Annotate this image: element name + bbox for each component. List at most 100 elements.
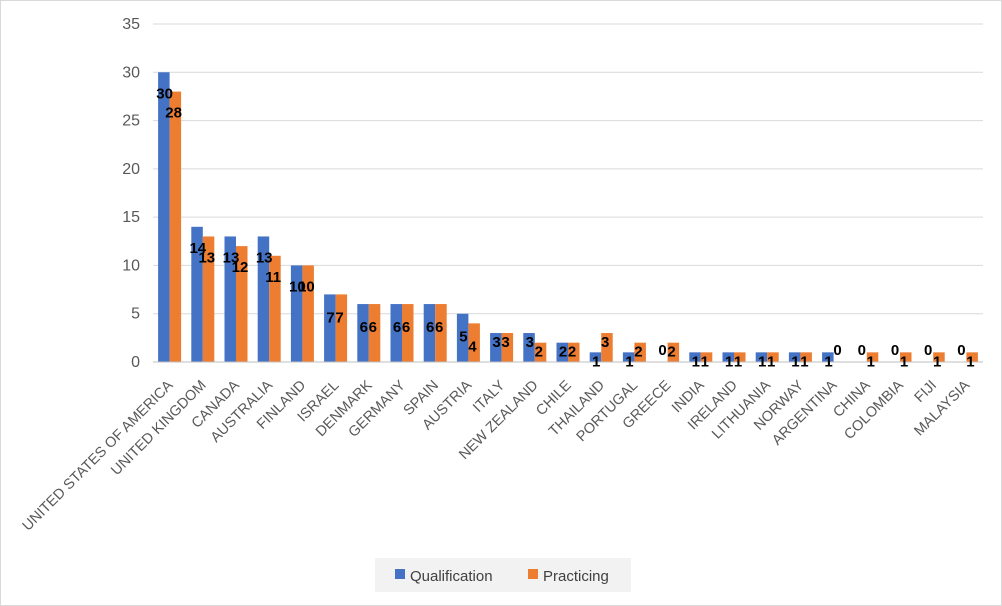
bar-practicing-united-states-of-america	[169, 91, 182, 362]
data-label-practicing-norway: 1	[800, 353, 808, 370]
bar-qualification-austria	[456, 313, 469, 362]
data-label-practicing-lithuania: 1	[767, 353, 775, 370]
bar-qualification-thailand	[589, 352, 602, 362]
bar-practicing-norway	[800, 352, 812, 362]
bar-practicing-australia	[269, 255, 281, 362]
data-label-practicing-italy: 3	[501, 334, 509, 351]
data-label-practicing-germany: 6	[402, 319, 410, 336]
data-label-practicing-spain: 6	[435, 319, 443, 336]
x-tick-label: UNITED STATES OF AMERICA	[20, 377, 177, 534]
y-tick-label: 20	[122, 161, 140, 178]
data-label-practicing-ireland: 1	[734, 353, 742, 370]
data-label-practicing-austria: 4	[468, 338, 477, 355]
bar-qualification-italy	[490, 333, 502, 362]
bar-practicing-new-zealand	[534, 342, 547, 362]
y-tick-label: 10	[122, 257, 140, 274]
bar-practicing-chile	[568, 342, 580, 362]
bar-practicing-finland	[302, 265, 314, 362]
data-label-qualification-malaysia: 0	[957, 342, 965, 359]
bar-practicing-united-kingdom	[202, 236, 215, 362]
bar-qualification-finland	[290, 265, 303, 362]
data-label-qualification-portugal: 1	[625, 353, 633, 370]
bar-practicing-china	[866, 352, 879, 362]
data-label-qualification-canada: 13	[223, 249, 240, 266]
bar-practicing-austria	[468, 323, 480, 362]
bar-qualification-ireland	[722, 352, 734, 362]
data-label-practicing-fiji: 1	[933, 353, 941, 370]
data-label-practicing-malaysia: 1	[966, 353, 974, 370]
legend-label-qualification: Qualification	[410, 568, 493, 585]
data-label-qualification-new-zealand: 3	[526, 334, 534, 351]
bar-practicing-greece	[667, 342, 680, 362]
data-label-practicing-portugal: 2	[634, 344, 642, 361]
bar-qualification-new-zealand	[523, 333, 535, 362]
data-label-qualification-spain: 6	[426, 319, 434, 336]
bar-practicing-denmark	[368, 304, 381, 362]
y-tick-label: 25	[122, 113, 140, 130]
legend-box	[375, 558, 631, 592]
data-label-qualification-india: 1	[692, 353, 700, 370]
bar-qualification-united-kingdom	[191, 226, 203, 362]
data-label-qualification-colombia: 0	[891, 342, 899, 359]
x-tick-label: FIJI	[912, 378, 940, 406]
data-label-qualification-denmark: 6	[360, 319, 368, 336]
bar-practicing-spain	[435, 304, 447, 362]
bar-practicing-lithuania	[767, 352, 779, 362]
data-label-practicing-israel: 7	[335, 309, 343, 326]
bar-qualification-canada	[224, 236, 236, 362]
y-tick-label: 15	[122, 209, 140, 226]
data-label-practicing-australia: 11	[265, 269, 281, 286]
y-tick-label: 0	[131, 354, 140, 371]
data-label-qualification-united-kingdom: 14	[189, 240, 206, 257]
data-label-qualification-norway: 1	[791, 353, 799, 370]
bar-qualification-united-states-of-america	[158, 72, 170, 363]
data-label-qualification-italy: 3	[492, 334, 500, 351]
bar-practicing-fiji	[933, 352, 945, 362]
bar-qualification-spain	[423, 304, 436, 362]
legend: Qualification Practicing	[375, 558, 631, 592]
bar-qualification-germany	[390, 304, 402, 362]
bar-practicing-portugal	[634, 342, 646, 362]
data-label-practicing-finland: 10	[298, 278, 315, 295]
data-label-practicing-china: 1	[867, 353, 875, 370]
bar-practicing-ireland	[734, 352, 746, 362]
bar-practicing-india	[700, 352, 713, 362]
bar-qualification-portugal	[622, 352, 635, 362]
y-axis-ticks: 0 5 10 15 20 25 30 35	[122, 16, 140, 371]
legend-swatch-qualification	[395, 569, 405, 579]
legend-swatch-practicing	[528, 569, 538, 579]
bar-qualification-australia	[257, 236, 270, 362]
data-label-qualification-argentina: 1	[824, 353, 832, 370]
bar-qualification-denmark	[357, 304, 369, 362]
y-tick-label: 30	[122, 64, 140, 81]
data-label-qualification-thailand: 1	[592, 353, 600, 370]
data-label-practicing-colombia: 1	[900, 353, 908, 370]
bar-practicing-colombia	[900, 352, 912, 362]
data-label-practicing-india: 1	[701, 353, 709, 370]
data-label-practicing-united-states-of-america: 28	[165, 105, 182, 122]
data-label-practicing-argentina: 0	[833, 342, 841, 359]
data-label-qualification-finland: 10	[289, 278, 306, 295]
bar-practicing-thailand	[601, 333, 613, 362]
data-label-practicing-united-kingdom: 13	[198, 249, 215, 266]
data-label-practicing-canada: 12	[232, 259, 249, 276]
data-label-qualification-china: 0	[858, 342, 866, 359]
data-label-qualification-lithuania: 1	[758, 353, 766, 370]
y-tick-label: 35	[122, 16, 140, 33]
bar-qualification-israel	[324, 294, 336, 362]
bar-qualification-chile	[556, 342, 568, 362]
bar-qualification-lithuania	[755, 352, 768, 362]
data-label-practicing-chile: 2	[568, 344, 576, 361]
data-label-practicing-new-zealand: 2	[535, 344, 543, 361]
data-label-qualification-chile: 2	[559, 344, 567, 361]
data-label-qualification-fiji: 0	[924, 342, 932, 359]
data-label-qualification-australia: 13	[256, 249, 273, 266]
bar-qualification-india	[689, 352, 701, 362]
bar-practicing-israel	[335, 294, 348, 362]
data-label-qualification-ireland: 1	[725, 353, 733, 370]
data-label-qualification-israel: 7	[326, 309, 334, 326]
legend-label-practicing: Practicing	[543, 568, 609, 585]
